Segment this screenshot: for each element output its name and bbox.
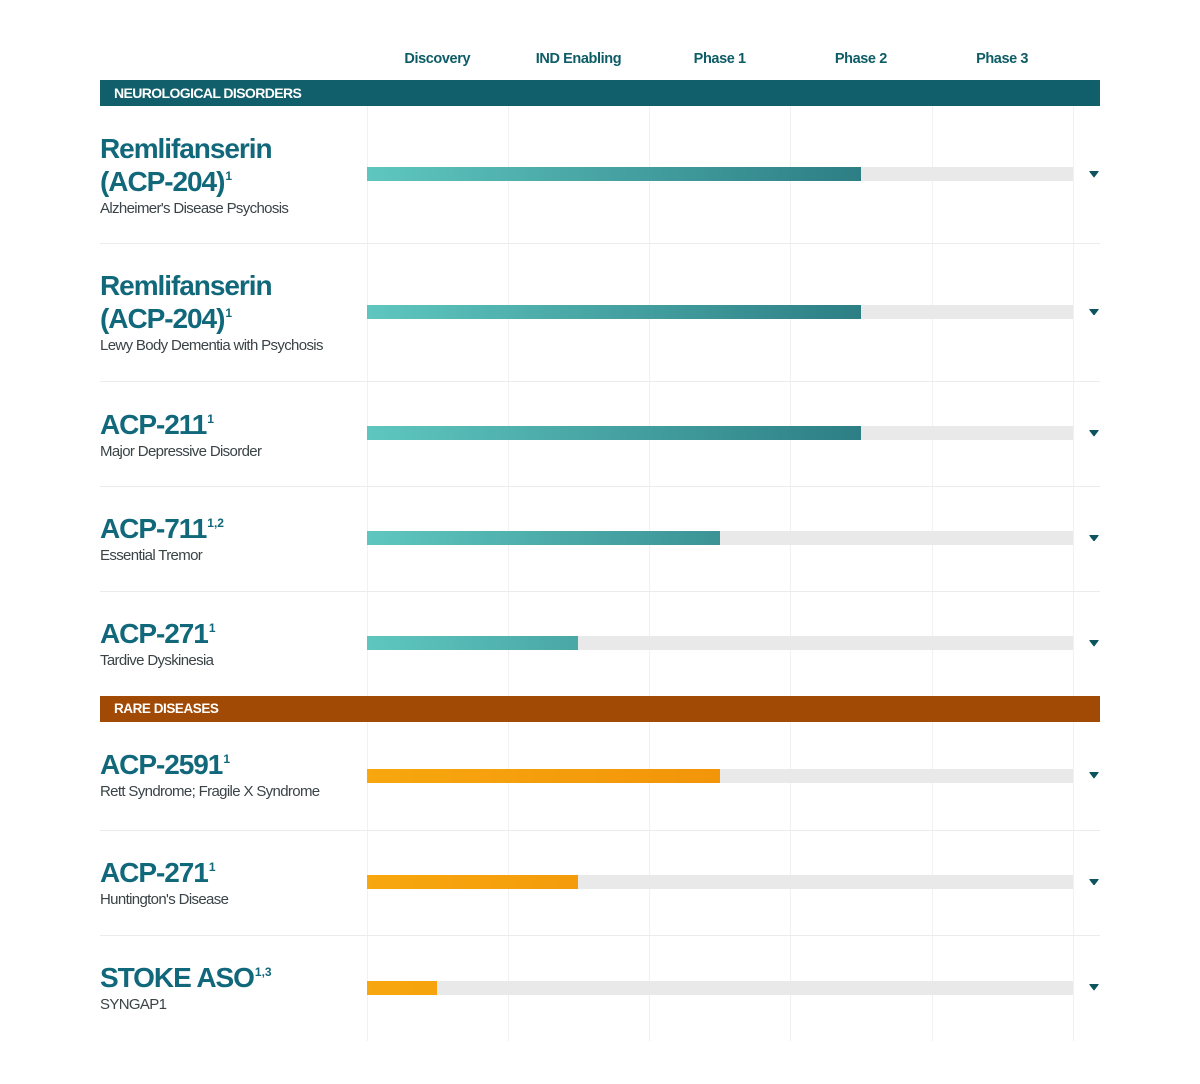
program-name-text: ACP-211 xyxy=(100,408,207,440)
program-cell: Remlifanserin (ACP-204)1 Alzheimer's Disea… xyxy=(100,132,289,219)
column-header-ind-enabling: IND Enabling xyxy=(535,50,622,67)
grid-column-line xyxy=(1072,105,1074,1041)
program-cell: ACP-2711 Huntington's Disease xyxy=(100,856,229,910)
program-name-text: ACP-2591 xyxy=(100,749,223,780)
progress-track xyxy=(366,980,1073,995)
chevron-down-icon xyxy=(1088,984,1099,991)
indication-label: Lewy Body Dementia with Psychosis xyxy=(100,337,323,354)
grid-column-line xyxy=(649,105,651,1041)
program-name-text: ACP-271 xyxy=(100,857,209,888)
progress-bar xyxy=(366,167,861,182)
row-separator xyxy=(100,381,1100,382)
program-name: ACP-2711 xyxy=(100,617,216,650)
expand-row-button[interactable] xyxy=(1086,530,1102,546)
program-footnote-sup: 1,2 xyxy=(207,516,224,530)
row-separator xyxy=(100,590,1100,592)
program-name-text: ACP-711 xyxy=(100,513,207,544)
row-separator xyxy=(100,829,1100,831)
column-header-phase-1: Phase 1 xyxy=(693,50,746,67)
program-footnote-sup: 1 xyxy=(225,306,233,320)
program-footnote-sup: 1 xyxy=(208,860,216,874)
progress-bar xyxy=(366,305,861,319)
indication-label: Tardive Dyskinesia xyxy=(100,652,214,669)
program-name: (ACP-204)1 xyxy=(100,302,323,335)
progress-bar xyxy=(366,426,861,441)
indication-label: Huntington's Disease xyxy=(100,891,229,908)
expand-row-button[interactable] xyxy=(1086,635,1102,651)
expand-row-button[interactable] xyxy=(1086,304,1102,320)
chevron-down-icon xyxy=(1088,534,1099,542)
program-cell: ACP-2111 Major Depressive Disorder xyxy=(100,408,262,462)
program-name-text: Remlifanserin xyxy=(100,132,273,164)
program-footnote-sup: 1 xyxy=(207,411,214,426)
indication-label: Essential Tremor xyxy=(100,547,203,564)
program-footnote-sup: 1 xyxy=(208,621,216,635)
expand-row-button[interactable] xyxy=(1086,425,1102,441)
grid-column-line xyxy=(790,105,792,1041)
program-footnote-sup: 1 xyxy=(225,168,233,183)
program-name: ACP-25911 xyxy=(100,748,319,781)
program-name-text: Remlifanserin xyxy=(100,270,273,301)
program-name: (ACP-204)1 xyxy=(100,165,288,198)
section-banner: RARE DISEASES xyxy=(100,696,1100,722)
chevron-down-icon xyxy=(1088,878,1099,886)
expand-row-button[interactable] xyxy=(1086,768,1102,784)
expand-row-button[interactable] xyxy=(1086,874,1102,890)
program-name-text: STOKE ASO xyxy=(100,962,255,993)
expand-row-button[interactable] xyxy=(1086,166,1102,182)
section-banner: NEUROLOGICAL DISORDERS xyxy=(100,80,1100,106)
column-header-phase-3: Phase 3 xyxy=(976,50,1029,67)
program-name-text: ACP-271 xyxy=(100,618,209,649)
row-separator xyxy=(100,485,1100,487)
program-name-text: (ACP-204) xyxy=(100,303,225,334)
chevron-down-icon xyxy=(1088,308,1099,316)
column-header-discovery: Discovery xyxy=(404,50,471,67)
program-name: ACP-2711 xyxy=(100,856,228,889)
program-name: ACP-7111,2 xyxy=(100,512,224,545)
indication-label: Rett Syndrome; Fragile X Syndrome xyxy=(100,783,320,800)
progress-bar xyxy=(366,980,438,995)
indication-label: Alzheimer's Disease Psychosis xyxy=(100,199,289,217)
row-separator xyxy=(100,934,1100,936)
program-cell: ACP-2711 Tardive Dyskinesia xyxy=(100,617,216,671)
chevron-down-icon xyxy=(1088,640,1099,647)
grid-column-line xyxy=(507,105,509,1041)
chevron-down-icon xyxy=(1088,430,1099,437)
program-name: Remlifanserin xyxy=(100,132,288,165)
progress-bar xyxy=(366,875,579,889)
grid-column-line xyxy=(931,105,933,1041)
expand-row-button[interactable] xyxy=(1086,980,1102,996)
column-header-phase-2: Phase 2 xyxy=(834,50,887,67)
program-cell: ACP-25911 Rett Syndrome; Fragile X Syndro… xyxy=(100,748,320,802)
row-separator xyxy=(100,243,1100,244)
program-name: ACP-2111 xyxy=(100,408,261,441)
chevron-down-icon xyxy=(1088,772,1099,779)
program-cell: Remlifanserin (ACP-204)1 Lewy Body Dementi… xyxy=(100,269,323,356)
program-footnote-sup: 1 xyxy=(223,752,231,766)
program-cell: ACP-7111,2 Essential Tremor xyxy=(100,512,224,566)
indication-label: SYNGAP1 xyxy=(100,996,167,1013)
grid-column-line xyxy=(366,105,368,1041)
program-footnote-sup: 1,3 xyxy=(254,965,272,979)
program-name-text: (ACP-204) xyxy=(100,165,225,197)
progress-bar xyxy=(366,768,720,783)
progress-bar xyxy=(366,636,579,651)
program-name: Remlifanserin xyxy=(100,269,323,302)
section-banner-label: RARE DISEASES xyxy=(114,701,219,717)
program-name: STOKE ASO1,3 xyxy=(100,961,272,994)
section-banner-label: NEUROLOGICAL DISORDERS xyxy=(114,84,302,101)
indication-label: Major Depressive Disorder xyxy=(100,442,262,460)
chevron-down-icon xyxy=(1088,171,1099,178)
progress-bar xyxy=(366,531,720,545)
program-cell: STOKE ASO1,3 SYNGAP1 xyxy=(100,961,272,1015)
